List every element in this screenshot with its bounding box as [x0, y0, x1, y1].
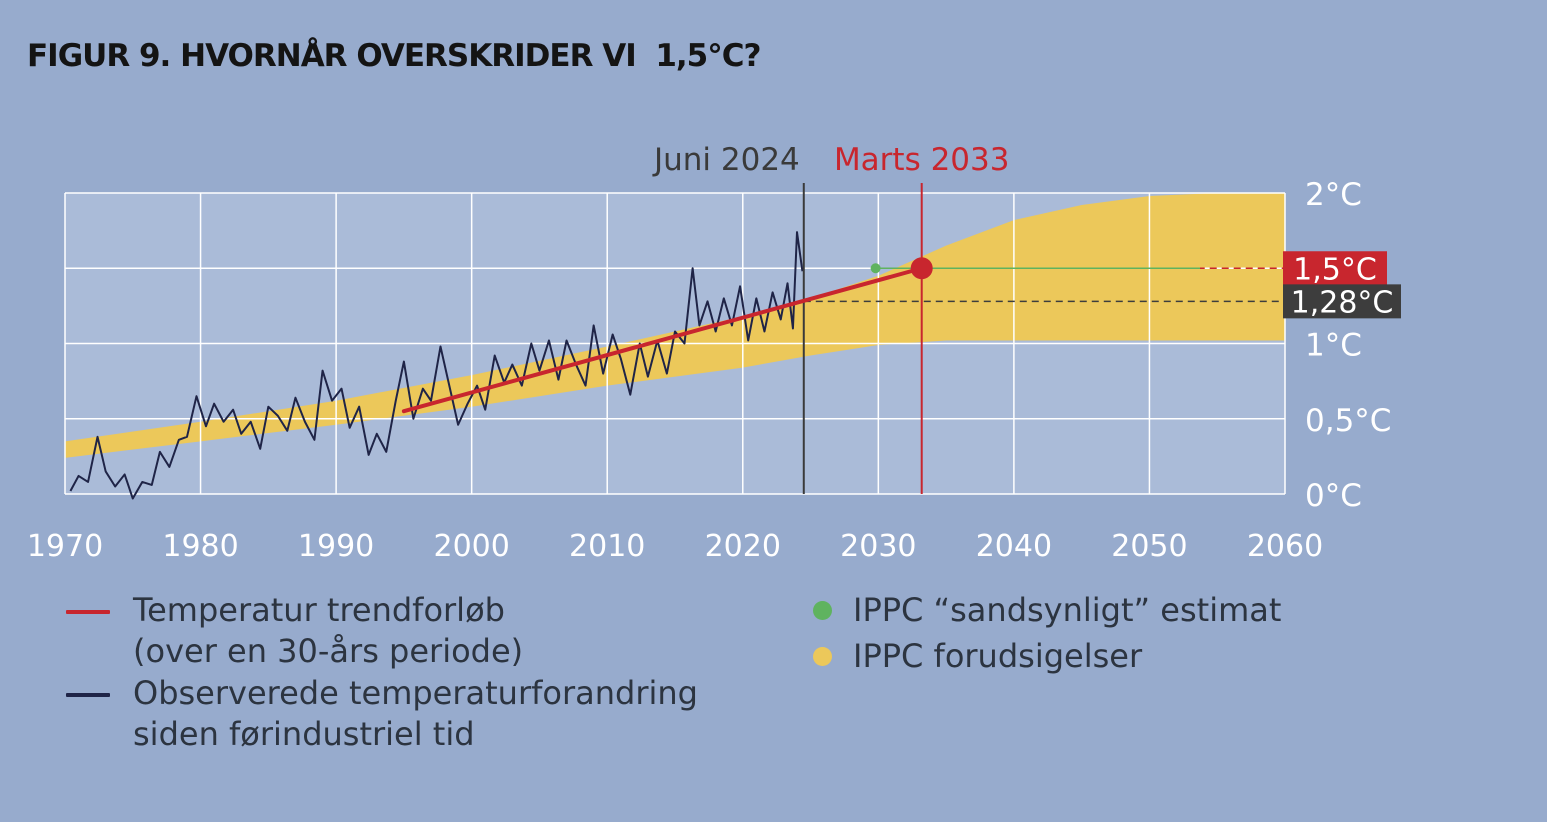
legend-band-swatch — [813, 647, 832, 666]
page-title: FIGUR 9. HVORNÅR OVERSKRIDER VI 1,5°C? — [27, 38, 761, 74]
threshold-1-5-badge-label: 1,5°C — [1293, 252, 1377, 287]
x-tick-label: 2060 — [1247, 529, 1323, 564]
legend-band-label: IPPC forudsigelser — [853, 637, 1143, 675]
x-tick-label: 2050 — [1111, 529, 1187, 564]
legend-estimate-label: IPPC “sandsynligt” estimat — [853, 591, 1282, 629]
legend-observed-label-2: siden førindustriel tid — [133, 715, 475, 753]
y-tick-label: 0,5°C — [1305, 403, 1391, 439]
threshold-1-5-badge — [1283, 251, 1387, 286]
x-tick-label: 2040 — [976, 529, 1052, 564]
ippc-forecast-band — [65, 193, 1285, 458]
y-tick-label: 1°C — [1305, 328, 1362, 364]
legend-item-observed: Observerede temperaturforandring siden f… — [60, 673, 780, 758]
crossing-point — [910, 257, 933, 280]
legend-estimate-swatch — [813, 601, 832, 620]
y-tick-label: 0°C — [1305, 478, 1362, 514]
x-tick-label: 2000 — [433, 529, 509, 564]
legend-item-band: IPPC forudsigelser — [810, 636, 1370, 681]
trend-line — [401, 266, 924, 414]
y-tick-label: 2°C — [1305, 177, 1362, 213]
x-tick-label: 2010 — [569, 529, 645, 564]
legend-item-trend: Temperatur trendforløb (over en 30-års p… — [60, 590, 760, 675]
x-tick-label: 1980 — [162, 529, 238, 564]
legend-observed-swatch — [66, 693, 110, 697]
legend-trend-label-2: (over en 30-års periode) — [133, 632, 524, 670]
current-1-28-badge-label: 1,28°C — [1291, 285, 1394, 320]
current-1-28-badge — [1283, 284, 1401, 319]
x-tick-label: 2030 — [840, 529, 916, 564]
march-2033-label: Marts 2033 — [834, 142, 1010, 178]
x-tick-label: 2020 — [705, 529, 781, 564]
estimate-point — [870, 263, 881, 274]
legend-item-estimate: IPPC “sandsynligt” estimat — [810, 590, 1370, 635]
legend-trend-label-1: Temperatur trendforløb — [133, 591, 505, 629]
legend-observed-label-1: Observerede temperaturforandring — [133, 674, 698, 712]
observed-temperature-line — [69, 231, 804, 500]
june-2024-label: Juni 2024 — [652, 142, 800, 178]
legend-trend-swatch — [66, 610, 110, 614]
x-tick-label: 1970 — [27, 529, 103, 564]
x-tick-label: 1990 — [298, 529, 374, 564]
